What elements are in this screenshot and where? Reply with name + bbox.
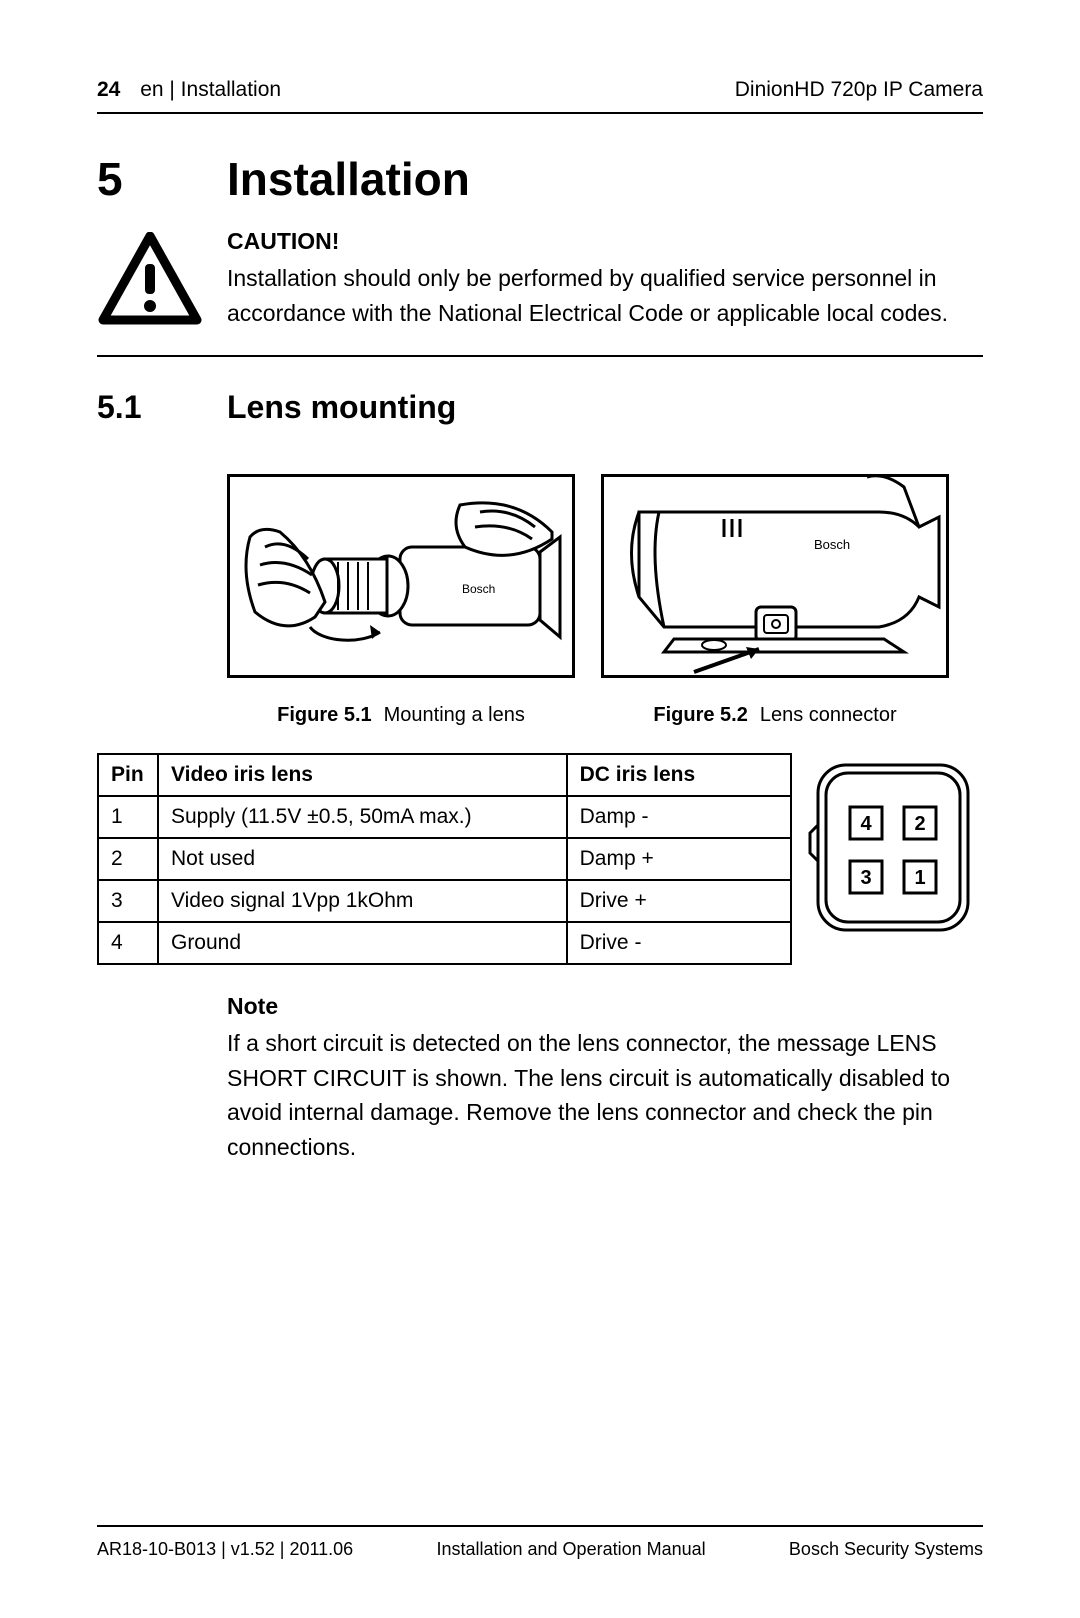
table-row: 1 Supply (11.5V ±0.5, 50mA max.) Damp -: [98, 796, 791, 838]
header-section: en | Installation: [140, 78, 281, 101]
cell: Not used: [158, 838, 567, 880]
caution-body: Installation should only be performed by…: [227, 261, 983, 330]
pin-label-2: 2: [914, 813, 925, 835]
table-row: 3 Video signal 1Vpp 1kOhm Drive +: [98, 880, 791, 922]
caution-text: CAUTION! Installation should only be per…: [227, 228, 983, 333]
pin-label-4: 4: [860, 813, 872, 835]
pin-table: Pin Video iris lens DC iris lens 1 Suppl…: [97, 753, 792, 965]
subsection-heading: 5.1 Lens mounting: [97, 389, 983, 426]
figure-1-text: Mounting a lens: [384, 704, 525, 726]
col-video: Video iris lens: [158, 754, 567, 796]
note-block: Note If a short circuit is detected on t…: [97, 993, 983, 1164]
cell: Supply (11.5V ±0.5, 50mA max.): [158, 796, 567, 838]
cell: 1: [98, 796, 158, 838]
figure-2-box: Bosch: [601, 474, 949, 678]
table-row: 2 Not used Damp +: [98, 838, 791, 880]
figure-1-col: Bosch Figure 5.1 Mounting a lens: [227, 474, 575, 727]
page-number: 24: [97, 78, 120, 101]
figure-1-label: Figure 5.1: [277, 704, 371, 726]
pin-table-wrap: Pin Video iris lens DC iris lens 1 Suppl…: [97, 753, 792, 965]
cell: Damp -: [567, 796, 791, 838]
figure-1-brand: Bosch: [462, 582, 495, 596]
caution-block: CAUTION! Installation should only be per…: [97, 228, 983, 357]
page-header: 24 en | Installation DinionHD 720p IP Ca…: [97, 78, 983, 114]
footer-center: Installation and Operation Manual: [436, 1539, 705, 1560]
figure-2-caption: Figure 5.2 Lens connector: [601, 704, 949, 727]
chapter-number: 5: [97, 152, 227, 206]
chapter-heading: 5 Installation: [97, 152, 983, 206]
footer-left: AR18-10-B013 | v1.52 | 2011.06: [97, 1539, 353, 1560]
table-header-row: Pin Video iris lens DC iris lens: [98, 754, 791, 796]
figure-2-text: Lens connector: [760, 704, 897, 726]
table-row: 4 Ground Drive -: [98, 922, 791, 964]
header-left: 24 en | Installation: [97, 78, 281, 102]
figure-1-box: Bosch: [227, 474, 575, 678]
cell: Video signal 1Vpp 1kOhm: [158, 880, 567, 922]
cell: 3: [98, 880, 158, 922]
caution-heading: CAUTION!: [227, 228, 983, 255]
warning-icon: [97, 232, 203, 328]
col-dc: DC iris lens: [567, 754, 791, 796]
warning-icon-col: [97, 228, 227, 333]
figure-2-col: Bosch Figure 5.2Lens conne: [601, 474, 949, 727]
pin-label-1: 1: [914, 867, 925, 889]
figures-row: Bosch Figure 5.1 Mounting a lens: [97, 474, 983, 727]
header-product: DinionHD 720p IP Camera: [735, 78, 983, 102]
table-row: Pin Video iris lens DC iris lens 1 Suppl…: [97, 753, 983, 965]
footer-right: Bosch Security Systems: [789, 1539, 983, 1560]
cell: Ground: [158, 922, 567, 964]
note-body: If a short circuit is detected on the le…: [227, 1026, 983, 1164]
figure-2-label: Figure 5.2: [653, 704, 747, 726]
pin-label-3: 3: [860, 867, 871, 889]
cell: 4: [98, 922, 158, 964]
subsection-number: 5.1: [97, 389, 227, 426]
cell: 2: [98, 838, 158, 880]
cell: Damp +: [567, 838, 791, 880]
page-footer: AR18-10-B013 | v1.52 | 2011.06 Installat…: [97, 1525, 983, 1560]
chapter-title: Installation: [227, 152, 470, 206]
col-pin: Pin: [98, 754, 158, 796]
cell: Drive -: [567, 922, 791, 964]
figure-2-brand: Bosch: [814, 537, 850, 552]
note-heading: Note: [227, 993, 983, 1020]
cell: Drive +: [567, 880, 791, 922]
figure-1-caption: Figure 5.1 Mounting a lens: [227, 704, 575, 727]
connector-diagram: 4 2 3 1: [806, 753, 981, 965]
subsection-title: Lens mounting: [227, 389, 456, 426]
page: 24 en | Installation DinionHD 720p IP Ca…: [0, 0, 1080, 1618]
